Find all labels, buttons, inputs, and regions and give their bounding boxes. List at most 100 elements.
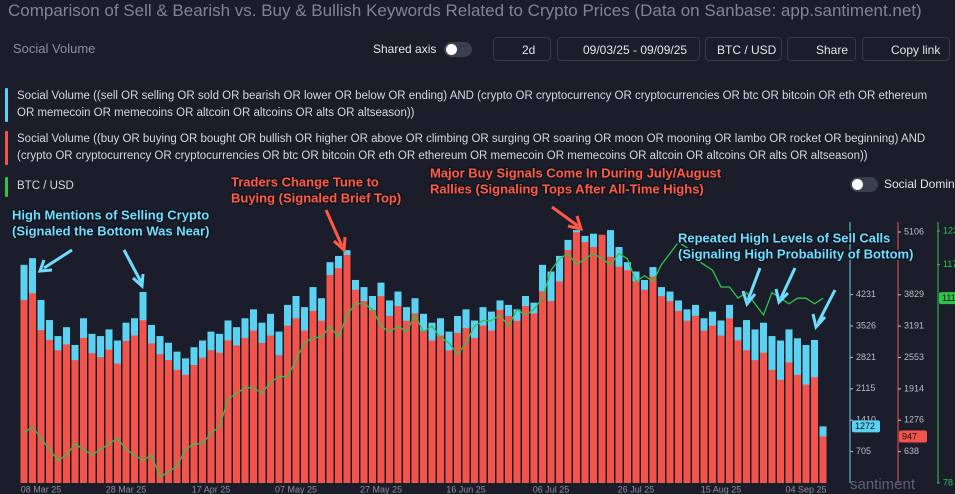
bar: [224, 340, 232, 483]
bar: [420, 330, 427, 483]
annotation: (Signaled the Bottom Was Near): [12, 223, 209, 238]
bar: [692, 315, 699, 483]
bar: [454, 333, 461, 483]
pair-button[interactable]: BTC / USD: [705, 37, 782, 61]
last-value-label: 947: [902, 431, 917, 441]
y-tick-label: 705: [856, 446, 871, 456]
x-tick-label: 28 Mar 25: [106, 484, 147, 494]
y-tick-label: 2115: [856, 383, 875, 393]
arrow-head: [37, 259, 53, 273]
shared-axis[interactable]: Shared axis: [373, 37, 473, 61]
y-tick-label: 123: [943, 225, 955, 235]
y-tick-label: 117: [943, 259, 955, 269]
bar: [437, 335, 444, 483]
bar: [71, 360, 79, 483]
social-dominance[interactable]: Social Domin: [850, 172, 955, 196]
bar: [445, 350, 453, 483]
y-tick-label: 3191: [904, 320, 924, 330]
bar: [377, 296, 385, 483]
bar: [734, 340, 742, 483]
arrow: [746, 267, 762, 301]
bar: [658, 296, 665, 483]
arrow: [324, 209, 344, 247]
annotation: Repeated High Levels of Sell Calls: [678, 230, 890, 245]
bar: [318, 320, 325, 483]
arrow: [816, 289, 837, 324]
legend-swatch: [5, 177, 8, 197]
legend-entry[interactable]: Social Volume ((sell OR selling OR sold …: [17, 90, 928, 119]
bar: [505, 315, 512, 483]
y-tick-label: 2553: [904, 352, 924, 362]
bar: [428, 340, 436, 483]
chart-title: Comparison of Sell & Bearish vs. Buy & B…: [8, 1, 922, 20]
arrow-head: [332, 236, 347, 254]
bar: [496, 309, 504, 483]
bar: [488, 330, 495, 483]
bar: [335, 268, 342, 483]
y-tick-label: 5106: [904, 226, 924, 236]
toggle[interactable]: [444, 42, 473, 58]
legend-entry[interactable]: Social Volume ((buy OR buying OR bought …: [17, 133, 926, 162]
annotation: Rallies (Signaling Tops After All-Time H…: [430, 181, 704, 196]
bar: [199, 357, 206, 483]
bar: [802, 384, 810, 483]
y-tick-label: 1914: [904, 383, 924, 393]
date-range-button[interactable]: 09/03/25 - 09/09/25: [557, 37, 700, 61]
bar: [250, 330, 257, 483]
legend-entry[interactable]: BTC / USD: [17, 180, 74, 192]
last-value-badge: [852, 420, 880, 433]
bar: [615, 266, 623, 483]
x-tick-label: 27 May 25: [360, 484, 402, 494]
bar: [624, 270, 631, 483]
copy-link-button[interactable]: Copy link: [862, 37, 950, 61]
panel-title: Social Volume: [13, 41, 96, 56]
bar: [292, 318, 300, 483]
bar: [411, 313, 419, 483]
bar: [768, 369, 776, 483]
bars: [20, 230, 827, 483]
x-tick-label: 08 Mar 25: [21, 484, 62, 494]
bar: [547, 301, 555, 483]
arrow: [779, 267, 797, 299]
bar: [751, 360, 759, 483]
bar: [479, 325, 487, 483]
bar: [156, 354, 164, 483]
bar: [666, 301, 674, 483]
x-tick-label: 06 Jul 25: [533, 484, 570, 494]
x-tick-label: 17 Apr 25: [192, 484, 231, 494]
arrows: [37, 205, 837, 331]
bar: [88, 353, 96, 483]
bar: [173, 369, 181, 483]
bar: [471, 337, 478, 483]
annotation: Buying (Signaled Brief Top): [231, 190, 401, 205]
bar: [241, 337, 249, 483]
bar: [760, 352, 767, 483]
bar: [726, 318, 733, 483]
bar: [207, 350, 215, 483]
bar: [530, 313, 538, 483]
last-value-badge: [939, 292, 955, 305]
interval-button[interactable]: 2d: [493, 37, 551, 61]
bar: [598, 234, 606, 483]
x-tick-label: 16 Jun 25: [446, 484, 486, 494]
toggle[interactable]: [850, 177, 878, 193]
last-value-label: 111: [942, 293, 955, 303]
shared-axis-label: Shared axis: [373, 42, 437, 56]
annotation: Traders Change Tune to: [231, 174, 379, 189]
bar: [777, 379, 784, 483]
bar: [386, 315, 393, 483]
share-button[interactable]: Share: [787, 37, 856, 61]
bar: [131, 335, 138, 483]
y-tick-label: 1276: [904, 415, 924, 425]
arrow: [122, 249, 143, 283]
x-tick-label: 15 Aug 25: [701, 484, 742, 494]
bar: [700, 330, 708, 483]
bar: [811, 377, 818, 483]
bar: [284, 325, 291, 483]
y-tick-label: 4231: [856, 289, 876, 299]
bar: [309, 310, 317, 483]
arrow: [43, 248, 73, 270]
legend-swatch: [5, 88, 8, 122]
